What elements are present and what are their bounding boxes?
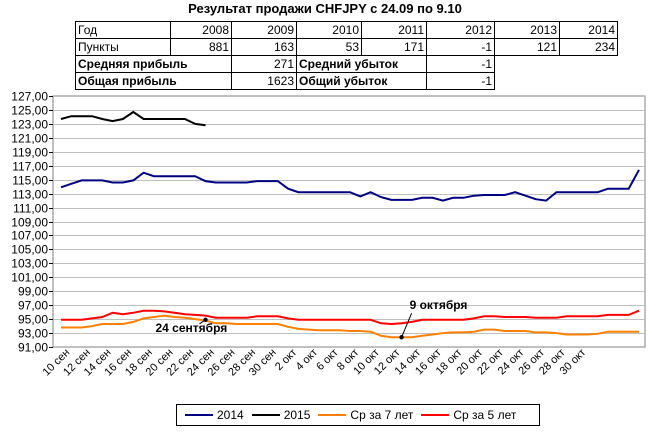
series-line-1: [60, 110, 206, 127]
table-row-points: Пункты 881 163 53 171 -1 121 234: [75, 38, 618, 56]
total-profit-label: Общая прибыль: [75, 72, 232, 90]
y-tick-label: 113,00: [12, 188, 48, 202]
points-cell: 121: [494, 38, 560, 56]
y-tick-label: 101,00: [11, 271, 48, 285]
series-line-2: [61, 314, 639, 339]
y-tick-label: 123,00: [11, 118, 48, 132]
annotation-label: 24 сентября: [156, 321, 228, 335]
y-tick-label: 107,00: [11, 229, 48, 243]
legend-label: Ср за 5 лет: [453, 408, 517, 422]
legend-swatch: [421, 414, 450, 416]
year-cell: 2012: [426, 21, 495, 39]
y-tick-label: 103,00: [11, 257, 48, 271]
y-tick-label: 109,00: [11, 216, 48, 230]
legend-label: 2014: [217, 408, 244, 422]
total-profit-value: 1623: [231, 72, 297, 90]
table-row-years: Год 2008 2009 2010 2011 2012 2013 2014: [75, 21, 618, 39]
chart-legend: 2014 2015 Ср за 7 лет Ср за 5 лет: [176, 404, 540, 426]
total-loss-label: Общий убыток: [296, 72, 427, 90]
y-tick-label: 99,00: [18, 285, 48, 299]
annotation-leader: [401, 313, 413, 338]
avg-profit-label: Средняя прибыль: [75, 55, 232, 73]
chart-title: Результат продажи CHFJPY с 24.09 по 9.10: [188, 1, 462, 16]
plot-area: [52, 95, 646, 348]
y-tick-label: 121,00: [11, 132, 48, 146]
y-tick-label: 105,00: [11, 243, 48, 257]
legend-item-2014: 2014: [185, 408, 244, 422]
avg-loss-label: Средний убыток: [296, 55, 427, 73]
series-line-3: [61, 309, 640, 326]
y-tick-label: 95,00: [18, 313, 48, 327]
table-row-avg: Средняя прибыль 271 Средний убыток -1: [75, 55, 618, 73]
avg-profit-value: 271: [231, 55, 297, 73]
legend-swatch: [185, 414, 213, 416]
legend-item-avg5: Ср за 5 лет: [421, 408, 516, 422]
total-loss-value: -1: [426, 72, 495, 90]
legend-label: 2015: [283, 408, 311, 422]
table-row-total: Общая прибыль 1623 Общий убыток -1: [75, 72, 618, 90]
series-line-0: [60, 169, 640, 202]
year-cell: 2014: [559, 21, 618, 39]
annotation-leader: [199, 319, 206, 325]
y-tick-label: 117,00: [12, 160, 48, 174]
y-tick-label: 111,00: [13, 202, 48, 216]
legend-swatch: [251, 414, 280, 416]
results-table: Год 2008 2009 2010 2011 2012 2013 2014 П…: [75, 21, 618, 90]
x-tick-label: 4 окт: [294, 347, 320, 373]
y-tick-label: 115,00: [12, 174, 48, 188]
y-tick-label: 97,00: [18, 299, 48, 313]
y-tick-label: 127,00: [11, 90, 48, 104]
y-tick-label: 119,00: [12, 146, 48, 160]
y-tick-label: 93,00: [18, 327, 48, 341]
legend-item-2015: 2015: [251, 408, 311, 422]
y-tick-label: 125,00: [11, 104, 48, 118]
x-tick-label: 2 окт: [273, 347, 299, 373]
legend-swatch: [318, 414, 347, 416]
y-tick-label: 91,00: [18, 341, 48, 355]
points-label-cell: Пункты: [75, 38, 171, 56]
annotation-marker: [399, 335, 404, 340]
legend-item-avg7: Ср за 7 лет: [318, 408, 413, 422]
x-tick-label: 6 окт: [314, 347, 340, 373]
legend-label: Ср за 7 лет: [350, 408, 414, 422]
annotation-label: 9 октября: [410, 298, 468, 312]
points-cell: 234: [559, 38, 618, 56]
year-cell: 2008: [170, 21, 232, 39]
